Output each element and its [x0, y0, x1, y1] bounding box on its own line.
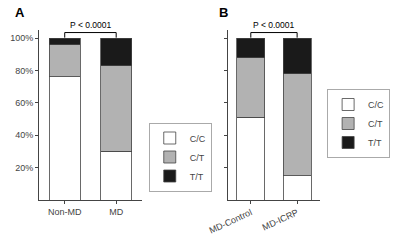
svg-text:A: A: [15, 5, 25, 20]
svg-text:C/C: C/C: [368, 100, 384, 110]
svg-text:60%: 60%: [15, 98, 33, 108]
svg-text:C/T: C/T: [190, 153, 205, 163]
svg-text:20%: 20%: [15, 163, 33, 173]
svg-text:80%: 80%: [15, 66, 33, 76]
svg-text:MD-Control: MD-Control: [208, 207, 254, 236]
svg-text:100%: 100%: [10, 33, 33, 43]
svg-text:T/T: T/T: [190, 172, 204, 182]
svg-text:T/T: T/T: [368, 138, 382, 148]
svg-text:C/C: C/C: [190, 134, 206, 144]
svg-text:B: B: [219, 5, 228, 20]
svg-text:MD-ICRP: MD-ICRP: [261, 207, 300, 232]
svg-text:C/T: C/T: [368, 119, 383, 129]
svg-text:P < 0.0001: P < 0.0001: [253, 20, 294, 30]
svg-text:MD: MD: [109, 207, 123, 217]
svg-text:P < 0.0001: P < 0.0001: [70, 20, 111, 30]
svg-text:Non-MD: Non-MD: [48, 207, 82, 217]
svg-text:40%: 40%: [15, 130, 33, 140]
